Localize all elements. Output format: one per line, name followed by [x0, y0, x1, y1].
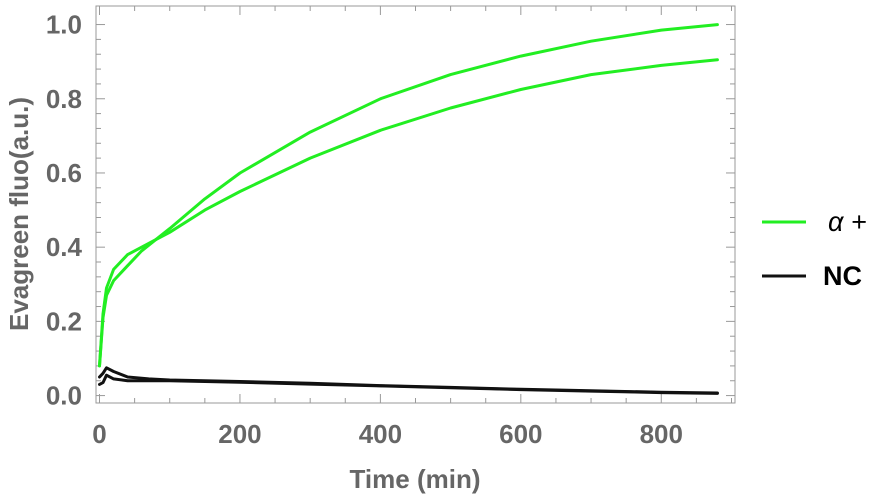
y-tick-label: 0.6 — [46, 158, 82, 188]
y-tick-label: 0.0 — [46, 381, 82, 411]
x-tick-label: 400 — [359, 419, 402, 449]
series-line-1 — [98, 23, 719, 368]
x-tick-label: 600 — [499, 419, 542, 449]
x-tick-label: 200 — [218, 419, 261, 449]
y-axis-title: Evagreen fluo(a.u.) — [4, 97, 34, 331]
legend: α + NC — [762, 207, 867, 291]
x-tick-label: 0 — [92, 419, 106, 449]
y-tick-label: 0.8 — [46, 84, 82, 114]
plot-frame — [95, 5, 736, 404]
series-line-2 — [98, 58, 719, 368]
y-tick-label: 1.0 — [46, 10, 82, 40]
legend-label-nc: NC — [823, 261, 862, 291]
x-axis-title: Time (min) — [350, 464, 481, 494]
series-line-4 — [98, 373, 719, 395]
series-layer — [98, 23, 719, 395]
axis-ticks: 0 200 400 600 800 0.0 0.2 0.4 0.6 0.8 1.0 — [46, 6, 735, 449]
plot-area — [95, 5, 736, 404]
x-tick-label: 800 — [640, 419, 683, 449]
y-tick-label: 0.2 — [46, 306, 82, 336]
y-tick-label: 0.4 — [46, 232, 83, 262]
legend-label-alpha: α + — [828, 207, 867, 237]
